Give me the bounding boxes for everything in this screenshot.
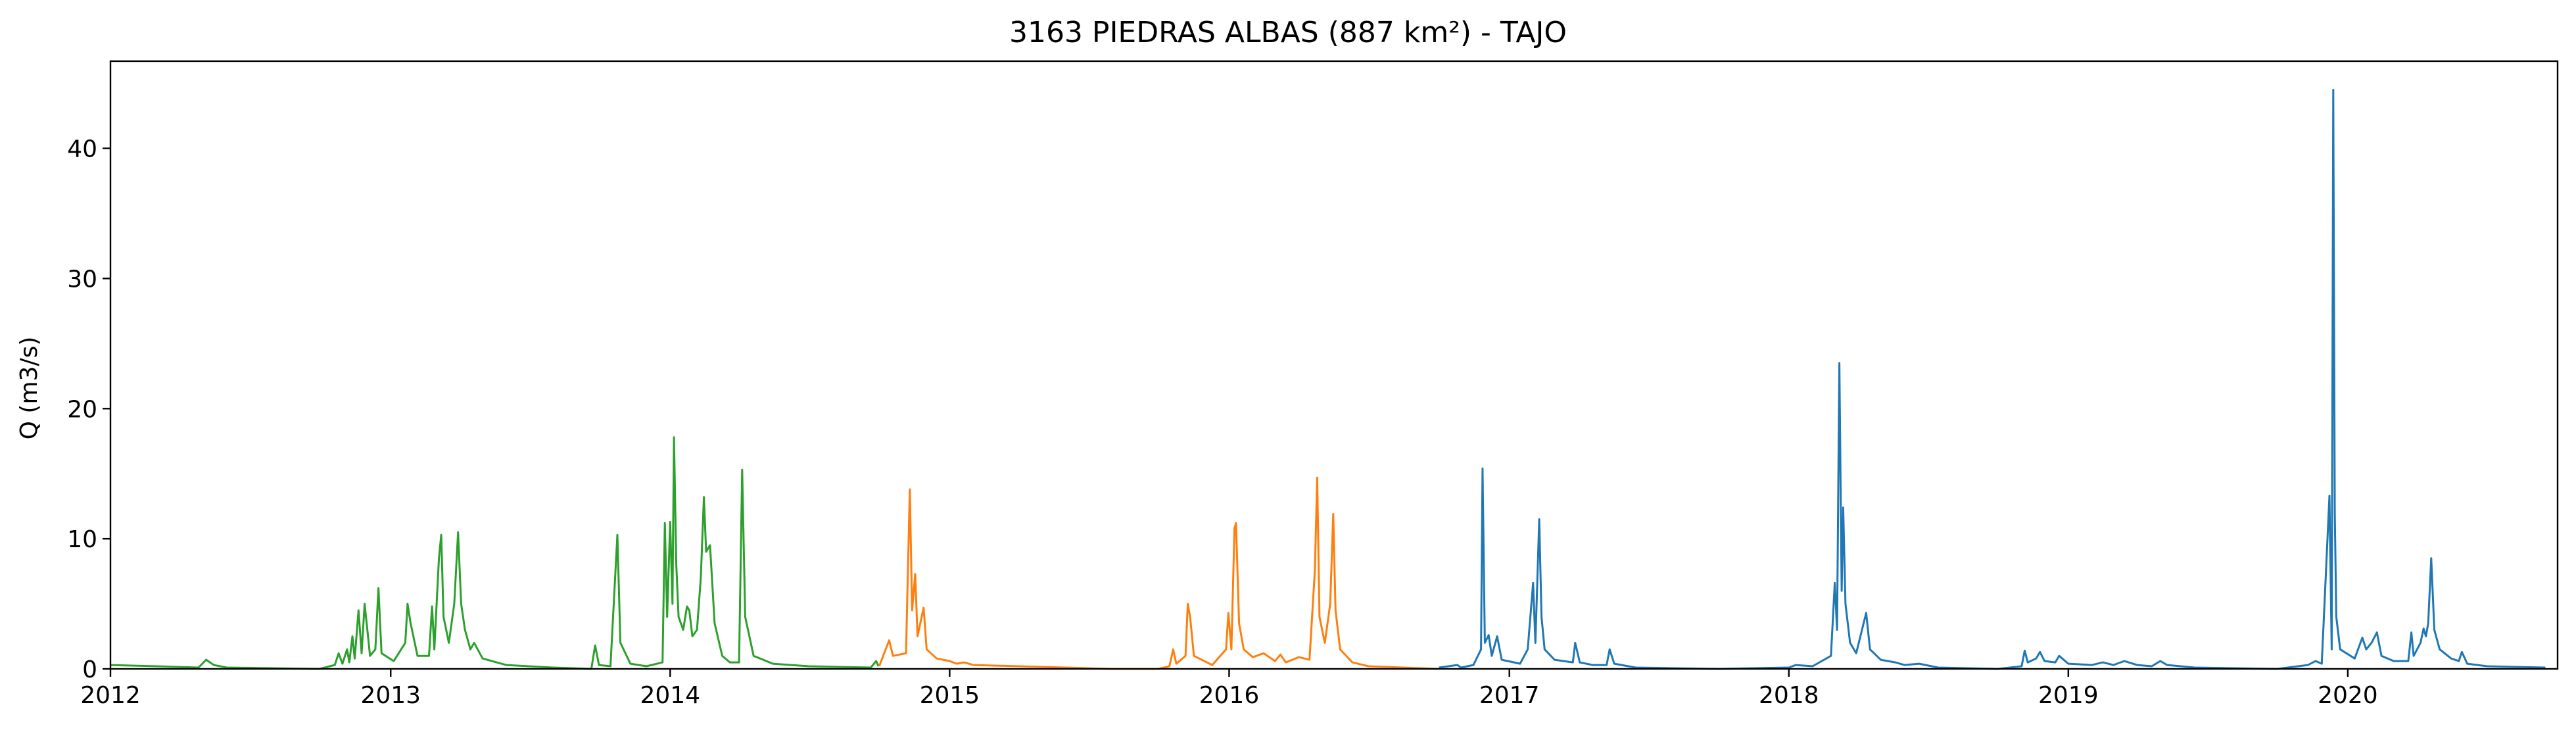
x-tick-label: 2018 <box>1759 682 1819 709</box>
series-line-2 <box>1439 89 2546 670</box>
x-axis: 2012 2013 2014 2015 2016 2017 2018 2019 2020 <box>80 669 2378 709</box>
x-tick-label: 2019 <box>2038 682 2099 709</box>
series-line-1 <box>878 476 1439 670</box>
x-tick-label: 2017 <box>1479 682 1540 709</box>
y-tick-label: 40 <box>67 136 97 163</box>
x-tick-label: 2016 <box>1199 682 1260 709</box>
series-layer <box>110 89 2546 670</box>
chart-title: 3163 PIEDRAS ALBAS (887 km²) - TAJO <box>1009 16 1567 49</box>
x-tick-label: 2015 <box>920 682 980 709</box>
x-tick-label: 2020 <box>2318 682 2378 709</box>
y-tick-label: 0 <box>82 656 97 683</box>
y-axis-label: Q (m3/s) <box>16 337 43 440</box>
y-tick-label: 10 <box>67 526 97 553</box>
y-tick-label: 30 <box>67 266 97 293</box>
series-line-0 <box>110 436 880 670</box>
x-tick-label: 2014 <box>640 682 700 709</box>
x-tick-label: 2012 <box>80 682 141 709</box>
y-tick-label: 20 <box>67 396 97 423</box>
y-axis: 0 10 20 30 40 <box>67 136 110 683</box>
plot-frame <box>109 60 2559 670</box>
x-tick-label: 2013 <box>360 682 421 709</box>
